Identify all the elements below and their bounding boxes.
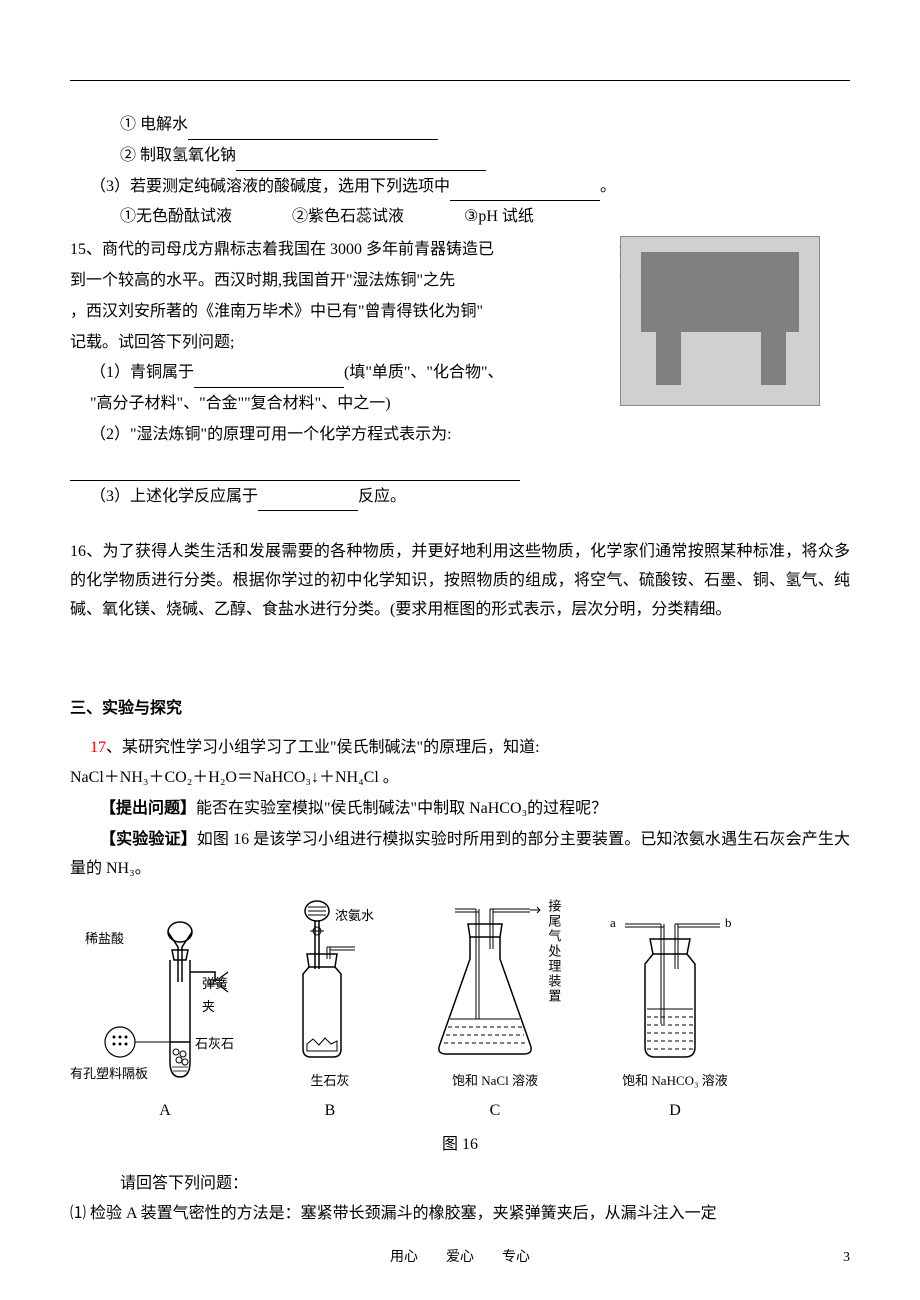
q15-intro1: 15、商代的司母戊方鼎标志着我国在 3000 多年前青器铸造已	[70, 241, 494, 258]
footer-page: 3	[843, 1245, 850, 1270]
apparatus-diagram: 稀盐酸 弹簧夹 石灰石 有孔塑料隔板 A	[90, 899, 850, 1126]
q14-item2-label: ② 制取氢氧化钠	[120, 147, 236, 164]
q14-item1-blank	[188, 121, 438, 140]
q14-item1: ① 电解水	[70, 111, 850, 140]
q17-followup: 请回答下列问题：	[70, 1170, 850, 1199]
q15-sub3b: 反应。	[358, 488, 406, 505]
q14-opt1: ①无色酚酞试液	[120, 203, 232, 232]
annot-c1: 接尾气处理装置	[542, 899, 565, 1004]
q14-item2-blank	[236, 151, 486, 170]
q16: 16、为了获得人类生活和发展需要的各种物质，并更好地利用这些物质，化学家们通常按…	[70, 538, 850, 624]
label-d: D	[669, 1097, 681, 1126]
q15-sub3a: （3）上述化学反应属于	[90, 488, 258, 505]
fig-caption: 图 16	[70, 1131, 850, 1160]
q17-equation: NaCl＋NH₃＋CO₂＋H₂O＝NaHCO₃↓＋NH₄Cl 。	[70, 764, 850, 793]
q15-sub2: （2）"湿法炼铜"的原理可用一个化学方程式表示为:	[70, 421, 850, 450]
q14-sub3: （3）若要测定纯碱溶液的酸碱度，选用下列选项中 。	[70, 173, 850, 202]
annot-d-b: b	[725, 911, 732, 934]
annot-b1: 浓氨水	[335, 904, 374, 927]
section3-title: 三、实验与探究	[70, 695, 850, 724]
bronze-ding-image	[620, 236, 820, 406]
apparatus-b: 浓氨水 生石灰 B	[275, 899, 385, 1126]
main-content: ① 电解水 ② 制取氢氧化钠 （3）若要测定纯碱溶液的酸碱度，选用下列选项中。 …	[70, 111, 850, 1229]
q14-sub3-text: （3）若要测定纯碱溶液的酸碱度，选用下列选项中	[90, 178, 450, 195]
annot-a3: 石灰石	[195, 1032, 234, 1055]
q14-item2: ② 制取氢氧化钠	[70, 142, 850, 171]
q17-verify: 【实验验证】如图 16 是该学习小组进行模拟实验时所用到的部分主要装置。已知浓氨…	[70, 826, 850, 884]
annot-a2: 弹簧夹	[202, 972, 240, 1019]
q15-intro3: ，西汉刘安所著的《淮南万毕术》中已有"曾青得铁化为铜"	[70, 303, 483, 320]
q14-opt3: ③pH 试纸	[464, 203, 534, 232]
q14-sub3-suffix: 。	[600, 178, 616, 195]
apparatus-d: a b 饱和 NaHCO₃ 溶液 D	[605, 899, 745, 1126]
apparatus-d-svg	[605, 899, 745, 1069]
q17-verify-label: 【实验验证】	[70, 831, 197, 848]
q17-sub1: ⑴ 检验 A 装置气密性的方法是：塞紧带长颈漏斗的橡胶塞，夹紧弹簧夹后，从漏斗注…	[70, 1200, 850, 1229]
footer-text: 用心 爱心 专心	[0, 1245, 920, 1270]
q17-intro-text: 、某研究性学习小组学习了工业"侯氏制碱法"的原理后，知道:	[106, 739, 540, 756]
label-a: A	[159, 1097, 171, 1126]
annot-a4: 有孔塑料隔板	[70, 1062, 155, 1085]
q15: 15、商代的司母戊方鼎标志着我国在 3000 多年前青器铸造已 达 到一个较高的…	[70, 236, 850, 513]
annot-d-a: a	[610, 911, 616, 934]
q14-opt2: ②紫色石蕊试液	[292, 203, 404, 232]
annot-d2: 饱和 NaHCO₃ 溶液	[622, 1069, 728, 1092]
q15-sub2-blank	[70, 461, 520, 480]
annot-b2: 生石灰	[310, 1069, 349, 1092]
q15-intro2: 到一个较高的水平。西汉时期,我国首开"湿法炼铜"之先	[70, 272, 455, 289]
q15-sub1b: (填"单质"、"化合物"、	[344, 364, 503, 381]
q17-prompt-text: 能否在实验室模拟"侯氏制碱法"中制取 NaHCO₃的过程呢？	[196, 800, 607, 817]
q17-prompt: 【提出问题】能否在实验室模拟"侯氏制碱法"中制取 NaHCO₃的过程呢？	[70, 795, 850, 824]
apparatus-c: 接尾气处理装置 饱和 NaCl 溶液 C	[420, 899, 570, 1126]
apparatus-a: 稀盐酸 弹簧夹 石灰石 有孔塑料隔板 A	[90, 922, 240, 1126]
q14-item1-label: ① 电解水	[120, 116, 188, 133]
q17-num: 17	[90, 739, 106, 756]
annot-c2: 饱和 NaCl 溶液	[452, 1069, 538, 1092]
q17-intro: 17、某研究性学习小组学习了工业"侯氏制碱法"的原理后，知道:	[70, 734, 850, 763]
annot-a1: 稀盐酸	[85, 927, 124, 950]
label-b: B	[325, 1097, 336, 1126]
label-c: C	[490, 1097, 501, 1126]
q15-sub1a: （1）青铜属于	[90, 364, 194, 381]
q15-sub2-blank-line	[70, 452, 850, 481]
q17-prompt-label: 【提出问题】	[70, 800, 196, 817]
q14-sub3-blank	[450, 182, 600, 201]
q15-sub1-blank	[194, 369, 344, 388]
q15-sub3-blank	[258, 492, 358, 511]
q15-sub3: （3）上述化学反应属于 反应。	[70, 483, 850, 512]
q14-options: ①无色酚酞试液 ②紫色石蕊试液 ③pH 试纸	[70, 203, 850, 232]
top-divider	[70, 80, 850, 81]
